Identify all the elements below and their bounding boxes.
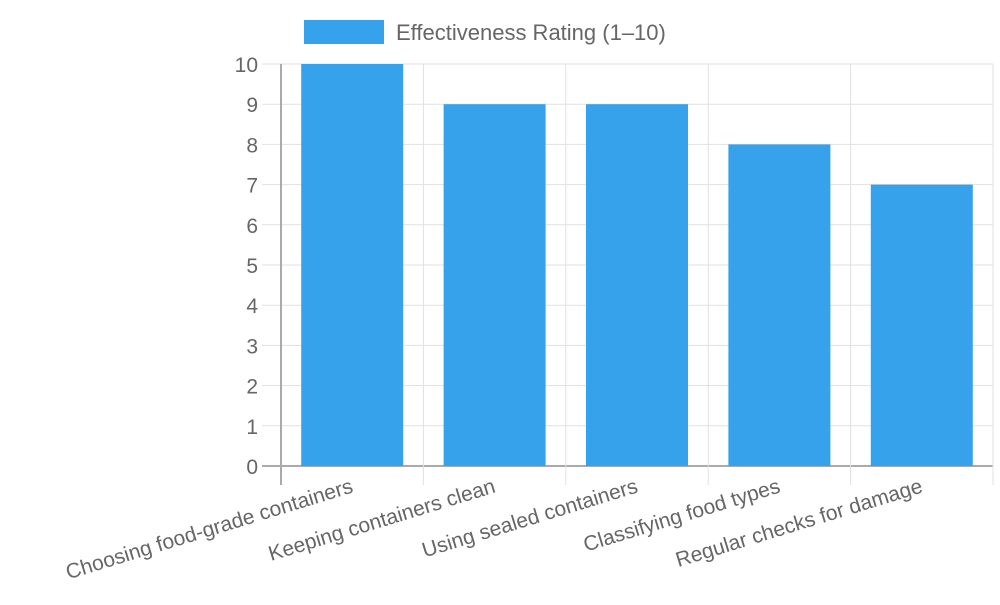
x-tick-label: Regular checks for damage — [673, 475, 925, 572]
y-tick-label: 6 — [246, 215, 258, 238]
legend-label: Effectiveness Rating (1–10) — [396, 20, 666, 45]
bar — [443, 104, 546, 466]
y-tick-label: 9 — [246, 94, 258, 117]
bar — [301, 64, 404, 466]
bars — [301, 64, 973, 466]
y-tick-label: 2 — [246, 376, 258, 399]
y-tick-label: 8 — [246, 134, 258, 157]
y-tick-label: 10 — [235, 54, 258, 77]
legend[interactable]: Effectiveness Rating (1–10) — [304, 20, 666, 45]
y-tick-label: 4 — [246, 295, 258, 318]
y-tick-label: 5 — [246, 255, 258, 278]
y-tick-label: 1 — [246, 416, 258, 439]
bar — [870, 184, 973, 466]
y-tick-label: 7 — [246, 175, 258, 198]
x-tick-label: Keeping containers clean — [266, 475, 498, 566]
bar — [586, 104, 688, 466]
y-tick-label: 0 — [246, 456, 258, 479]
y-tick-label: 3 — [246, 335, 258, 358]
legend-swatch — [304, 20, 384, 44]
bar — [728, 144, 831, 466]
